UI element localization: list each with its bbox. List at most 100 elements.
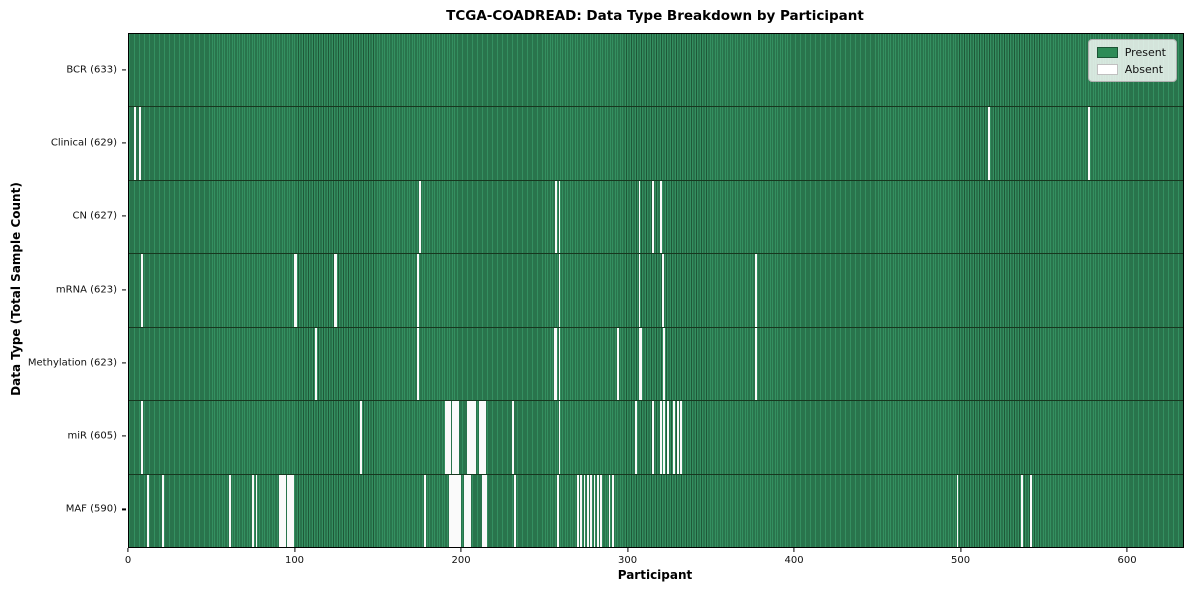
x-tick-mark xyxy=(1126,547,1128,552)
absent-mark xyxy=(558,327,561,401)
absent-mark xyxy=(452,474,454,547)
absent-mark xyxy=(666,401,669,474)
absent-mark xyxy=(483,474,486,547)
absent-mark xyxy=(481,474,484,547)
absent-mark xyxy=(593,474,596,547)
x-tick-mark xyxy=(127,547,129,552)
absent-mark xyxy=(755,327,757,401)
absent-mark xyxy=(638,180,641,254)
x-tick-label: 0 xyxy=(124,554,132,566)
legend-present-swatch xyxy=(1096,46,1118,58)
legend-absent-label: Absent xyxy=(1124,63,1164,76)
heatmap-row-cn xyxy=(129,180,1183,255)
heatmap-rows xyxy=(129,34,1183,547)
absent-mark xyxy=(468,474,471,547)
x-tick-label: 300 xyxy=(617,554,638,566)
absent-mark xyxy=(290,474,293,547)
absent-mark xyxy=(586,474,589,547)
absent-mark xyxy=(988,107,991,180)
absent-mark xyxy=(450,474,453,547)
absent-mark xyxy=(295,254,298,327)
absent-mark xyxy=(676,401,679,474)
heatmap-row-bcr xyxy=(129,34,1183,108)
y-axis: BCR (633) Clinical (629) CN (627) mRNA (623… xyxy=(0,33,126,546)
absent-mark xyxy=(663,401,666,474)
absent-mark xyxy=(453,474,456,547)
legend-absent-swatch xyxy=(1096,63,1118,75)
absent-mark xyxy=(417,254,419,327)
absent-mark xyxy=(140,254,143,327)
x-tick-label: 200 xyxy=(451,554,471,566)
absent-mark xyxy=(293,254,296,327)
y-tick-mark xyxy=(122,142,126,144)
x-tick-mark xyxy=(959,547,962,552)
legend-item-absent: Absent xyxy=(1096,63,1166,76)
absent-mark xyxy=(600,474,603,547)
absent-mark xyxy=(458,474,461,547)
absent-mark xyxy=(638,254,641,327)
absent-mark xyxy=(616,327,619,401)
absent-mark xyxy=(140,401,143,474)
x-tick-mark xyxy=(626,547,629,552)
absent-mark xyxy=(755,254,757,327)
x-tick-label: 100 xyxy=(284,554,305,566)
absent-mark xyxy=(661,254,664,327)
absent-mark xyxy=(445,401,448,474)
absent-mark xyxy=(590,474,593,547)
x-tick-mark xyxy=(293,547,296,552)
absent-mark xyxy=(453,401,456,474)
y-tick-mark xyxy=(122,215,126,217)
y-tick-label: miR (605) xyxy=(67,430,117,442)
plot-area: Present Absent xyxy=(128,33,1184,548)
absent-mark xyxy=(455,474,458,547)
y-tick-label: Methylation (623) xyxy=(27,357,117,369)
x-tick-label: 400 xyxy=(784,554,804,566)
heatmap-row-mir xyxy=(129,401,1183,475)
absent-mark xyxy=(663,327,666,401)
absent-mark xyxy=(596,474,599,547)
absent-mark xyxy=(423,474,426,547)
absent-mark xyxy=(162,474,165,547)
absent-mark xyxy=(138,107,141,180)
absent-mark xyxy=(555,180,558,254)
absent-mark xyxy=(470,401,473,474)
y-tick-label: CN (627) xyxy=(72,210,117,222)
absent-mark xyxy=(333,254,336,327)
legend-present-label: Present xyxy=(1124,46,1166,59)
absent-mark xyxy=(452,401,454,474)
absent-mark xyxy=(640,327,643,401)
absent-mark xyxy=(558,180,561,254)
x-tick-mark xyxy=(793,547,795,552)
y-tick-label: BCR (633) xyxy=(66,64,117,76)
y-tick-mark xyxy=(122,362,126,364)
absent-mark xyxy=(553,327,556,401)
absent-mark xyxy=(660,180,663,254)
absent-mark xyxy=(485,474,488,547)
absent-mark xyxy=(282,474,285,547)
legend-item-present: Present xyxy=(1096,46,1166,59)
heatmap-row-maf xyxy=(129,474,1183,547)
absent-mark xyxy=(315,327,318,401)
absent-mark xyxy=(283,474,286,547)
absent-mark xyxy=(448,474,451,547)
heatmap-row-mrna xyxy=(129,254,1183,328)
chart-title: TCGA-COADREAD: Data Type Breakdown by Pa… xyxy=(446,8,864,24)
absent-mark xyxy=(278,474,281,547)
absent-mark xyxy=(335,254,338,327)
x-axis: 0 100 200 300 400 500 600 xyxy=(124,547,1182,578)
absent-mark xyxy=(465,474,468,547)
absent-mark xyxy=(580,474,583,547)
absent-mark xyxy=(956,474,959,547)
absent-mark xyxy=(481,401,484,474)
absent-mark xyxy=(447,401,449,474)
absent-mark xyxy=(133,107,136,180)
y-tick-mark xyxy=(122,508,126,510)
absent-mark xyxy=(360,401,363,474)
absent-mark xyxy=(468,401,471,474)
legend: Present Absent xyxy=(1087,39,1177,82)
absent-mark xyxy=(418,180,421,254)
y-tick-mark xyxy=(122,435,126,437)
absent-mark xyxy=(252,474,255,547)
absent-mark xyxy=(473,401,476,474)
absent-mark xyxy=(576,474,579,547)
